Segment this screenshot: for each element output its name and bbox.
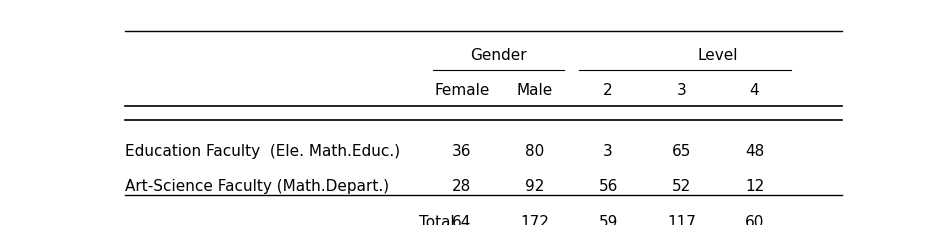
Text: 172: 172 xyxy=(520,214,549,225)
Text: 2: 2 xyxy=(603,82,613,97)
Text: 4: 4 xyxy=(750,82,759,97)
Text: 28: 28 xyxy=(452,178,471,193)
Text: 92: 92 xyxy=(525,178,545,193)
Text: Level: Level xyxy=(698,48,738,63)
Text: 36: 36 xyxy=(452,143,472,158)
Text: 3: 3 xyxy=(603,143,613,158)
Text: 65: 65 xyxy=(671,143,691,158)
Text: 59: 59 xyxy=(598,214,618,225)
Text: 64: 64 xyxy=(452,214,472,225)
Text: Female: Female xyxy=(434,82,490,97)
Text: Education Faculty  (Ele. Math.Educ.): Education Faculty (Ele. Math.Educ.) xyxy=(126,143,400,158)
Text: 56: 56 xyxy=(598,178,618,193)
Text: 117: 117 xyxy=(666,214,696,225)
Text: 60: 60 xyxy=(745,214,765,225)
Text: 52: 52 xyxy=(672,178,691,193)
Text: Total: Total xyxy=(419,214,455,225)
Text: 3: 3 xyxy=(677,82,686,97)
Text: 80: 80 xyxy=(526,143,545,158)
Text: 12: 12 xyxy=(745,178,764,193)
Text: Gender: Gender xyxy=(470,48,527,63)
Text: Male: Male xyxy=(517,82,553,97)
Text: Art-Science Faculty (Math.Depart.): Art-Science Faculty (Math.Depart.) xyxy=(126,178,390,193)
Text: 48: 48 xyxy=(745,143,764,158)
